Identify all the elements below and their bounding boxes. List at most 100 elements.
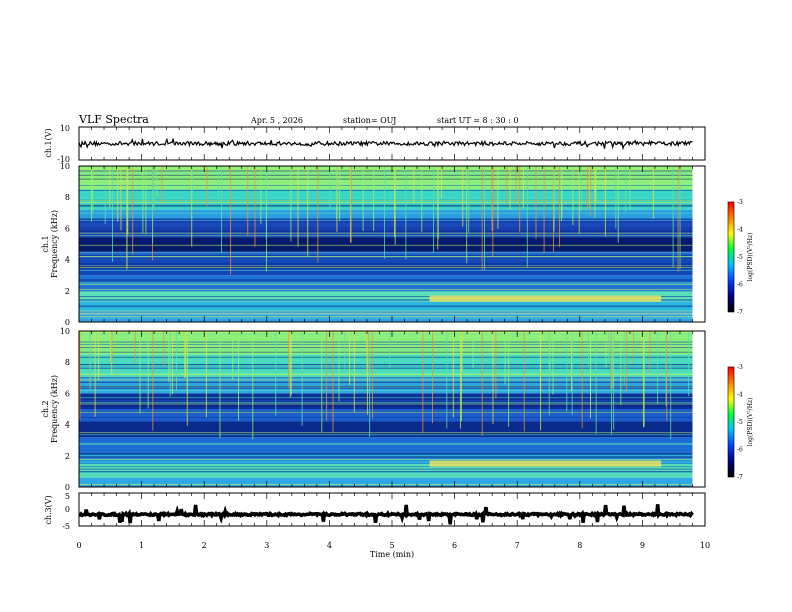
ch2-spectrogram-striation xyxy=(79,452,693,454)
x-tick-label: 1 xyxy=(139,541,144,550)
ch2-spectrogram-burst xyxy=(98,331,100,381)
ch1-spectrogram-striation xyxy=(79,225,693,227)
ch2-spectrogram-burst xyxy=(566,331,568,412)
ch1-spectrogram-striation xyxy=(79,263,693,265)
ch2-colorbar: -3 -4 -5 -6 -7 log(PSD)(V²/Hz) xyxy=(727,364,754,481)
ch1-spectrogram-striation xyxy=(79,279,693,281)
ch2-spectrogram-burst xyxy=(571,331,573,416)
ch1-spectrogram-striation xyxy=(79,204,693,206)
ch1-frequency-label: Frequency (kHz) xyxy=(50,210,59,278)
ch1-spectrogram-burst xyxy=(491,166,493,231)
ch1-spectrogram-striation xyxy=(79,232,693,234)
ch2-spectrogram-striation xyxy=(79,432,693,434)
ch2-spectrogram-striation xyxy=(79,466,693,467)
ch1-waveform-ticks xyxy=(78,127,706,160)
ch2-spectrogram-burst xyxy=(389,331,391,368)
ch3-ytick-top: 5 xyxy=(65,492,70,501)
ch2-spectrogram-burst xyxy=(169,331,171,397)
ch1-spectrogram-striation xyxy=(79,258,693,260)
ch2-spectrogram-burst xyxy=(338,331,340,402)
ch1-spectrogram-burst xyxy=(221,166,223,253)
ch2-spectrogram-burst xyxy=(460,331,462,422)
ch2-spectrogram-burst xyxy=(288,331,290,388)
ch2-spectrogram-burst xyxy=(581,331,583,429)
ch2-spectrogram-burst xyxy=(168,331,170,382)
ch2-spectrogram-band xyxy=(79,421,693,438)
ch2-spectrogram-burst xyxy=(610,331,612,390)
ch2-spectrogram-burst xyxy=(344,331,346,371)
ch1-spectrogram-panel: 0 2 4 6 8 10 ch.1 Frequency (kHz) xyxy=(41,162,706,327)
ch1-spectrogram-striation xyxy=(79,290,693,292)
ch1-spectrogram-burst xyxy=(604,166,606,237)
ch1-spectrogram-striation xyxy=(79,267,693,268)
ch2-spectrogram-burst xyxy=(349,331,350,386)
ch2-spectrogram-burst xyxy=(459,331,461,429)
ch2-spectrogram-band xyxy=(79,377,693,394)
ch2-spectrogram-striation xyxy=(79,382,693,383)
ch2-spectrogram-striation xyxy=(79,341,693,342)
ch1-spectrogram-burst xyxy=(156,166,158,198)
ch2-spectrogram-burst xyxy=(481,331,483,437)
ch2-spectrogram-striation xyxy=(79,379,693,381)
ch2-spectrogram-striation xyxy=(79,410,693,412)
ch2-spectrogram-ytick-label: 10 xyxy=(60,327,70,336)
ch3-waveform-panel: 5 0 -5 ch.3(V) xyxy=(44,492,706,531)
ch1-spectrogram-burst xyxy=(290,166,292,242)
ch1-spectrogram-striation xyxy=(79,312,693,314)
ch1-spectrogram-striation xyxy=(79,203,693,205)
ch1-spectrogram-burst xyxy=(104,166,106,224)
ch2-spectrogram-striation xyxy=(79,429,693,431)
ch2-spectrogram-burst xyxy=(219,331,221,438)
ch2-spectrogram-panel: 0 2 4 6 8 10 ch.2 Frequency (kHz) xyxy=(41,327,706,492)
colorbar1-tick-label: -6 xyxy=(737,282,743,289)
ch1-spectrogram-burst xyxy=(349,166,351,243)
ch2-spectrogram-burst xyxy=(665,331,667,407)
ch1-spectrogram-striation xyxy=(79,264,693,266)
ch1-spectrogram-burst xyxy=(543,166,545,254)
ch2-spectrogram-striation xyxy=(79,373,693,375)
ch2-spectrogram-striation xyxy=(79,463,693,464)
ch2-spectrogram-band xyxy=(79,437,693,453)
ch2-spectrogram-striation xyxy=(79,356,693,358)
ch2-spectrogram-burst xyxy=(670,331,672,439)
x-tick-label: 6 xyxy=(452,541,457,550)
ch2-spectrogram-burst xyxy=(139,331,141,414)
ch1-spectrogram-striation xyxy=(79,199,693,201)
ch1-spectrogram-ytick-labels: 0 2 4 6 8 10 xyxy=(60,162,70,327)
ch2-spectrogram-burst xyxy=(611,331,613,435)
ch2-spectrogram-striation xyxy=(79,405,693,407)
ch1-spectrogram-striation xyxy=(79,218,693,220)
ch3-waveform-ylabel: ch.3(V) xyxy=(44,495,53,524)
ch1-spectrogram-burst xyxy=(572,166,574,226)
ch3-ytick-bottom: -5 xyxy=(62,522,70,531)
ch1-spectrogram-burst xyxy=(468,166,470,233)
ch2-spectrogram-burst xyxy=(642,331,644,428)
ch1-spectrogram-ytick-label: 6 xyxy=(65,224,70,233)
ch1-spectrogram-burst xyxy=(350,166,352,243)
ch1-spectrogram-striation xyxy=(79,265,693,267)
ch1-spectrogram-burst xyxy=(589,166,591,217)
ch1-spectrogram-striation xyxy=(79,256,693,258)
ch2-spectrogram-burst xyxy=(523,331,525,432)
ch1-spectrogram-burst xyxy=(142,166,144,234)
ch1-colorbar: -3 -4 -5 -6 -7 log(PSD)(V²/Hz) xyxy=(727,199,754,316)
ch1-spectrogram-striation xyxy=(79,184,693,186)
ch1-spectrogram-striation xyxy=(79,197,693,199)
ch2-spectrogram-burst xyxy=(633,331,635,365)
ch2-spectrogram-striation xyxy=(79,380,693,382)
ch1-spectrogram-burst xyxy=(515,166,517,202)
ch2-spectrogram-burst xyxy=(184,331,186,379)
ch2-spectrogram-burst xyxy=(353,331,355,413)
ch1-spectrogram-striation xyxy=(79,252,693,254)
ch1-spectrogram-burst xyxy=(672,166,674,268)
ch2-spectrogram-burst xyxy=(111,331,113,363)
ch2-spectrogram-striation xyxy=(79,403,693,405)
x-tick-label: 0 xyxy=(76,541,81,550)
x-tick-label: 4 xyxy=(327,541,332,550)
ch1-colorbar-tick-labels: -3 -4 -5 -6 -7 xyxy=(737,199,743,316)
ch2-spectrogram-striation xyxy=(79,364,693,365)
ch2-spectrogram-striation xyxy=(79,386,693,388)
ch1-spectrogram-emission xyxy=(429,295,662,302)
ch2-spectrogram-burst xyxy=(626,331,628,392)
ch2-spectrogram-burst xyxy=(508,331,510,427)
